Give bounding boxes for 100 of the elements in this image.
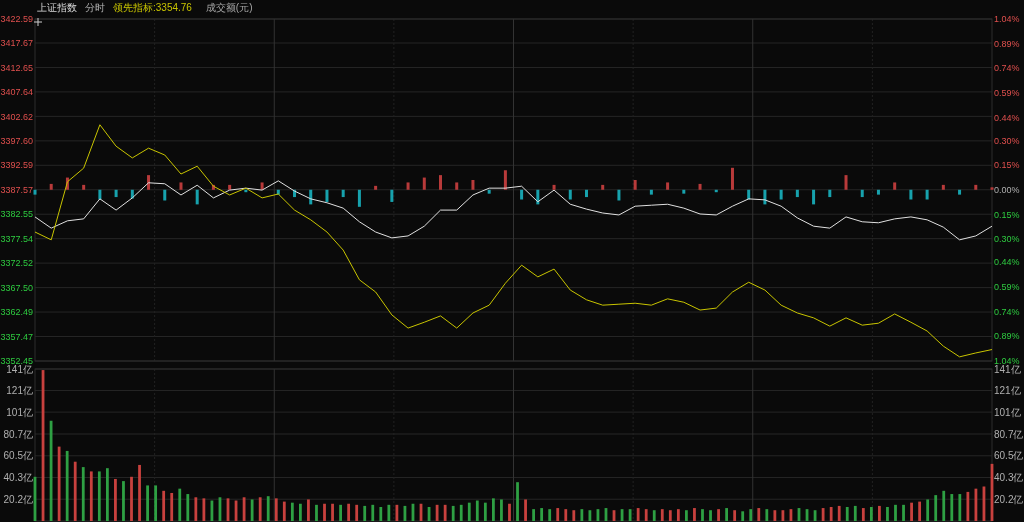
bar	[331, 503, 334, 521]
bar	[307, 499, 310, 521]
bar	[812, 189, 816, 205]
y-tick-label: 121亿	[6, 385, 33, 397]
y-tick-label: 3367.50	[0, 282, 33, 293]
bar	[845, 506, 849, 521]
bar	[130, 476, 133, 521]
bar	[146, 485, 149, 521]
bar	[467, 502, 471, 521]
line-series	[34, 180, 993, 241]
text: 成交额(元)	[205, 2, 253, 13]
bar	[717, 509, 720, 521]
bar	[652, 510, 656, 521]
bar	[564, 509, 568, 521]
bar	[290, 502, 294, 521]
bar	[649, 189, 653, 195]
bar	[730, 167, 734, 190]
bar	[556, 508, 560, 521]
bar	[886, 506, 889, 521]
bar	[475, 500, 479, 521]
bar	[584, 189, 588, 198]
bar	[698, 183, 702, 190]
bar	[363, 505, 367, 521]
y2-tick-label: 0.15%	[994, 160, 1020, 171]
y-tick-label: 3362.49	[0, 307, 33, 318]
bar	[725, 508, 729, 521]
y2-tick-label: 20.2亿	[994, 493, 1024, 505]
bar	[733, 510, 737, 521]
bar	[178, 488, 182, 521]
bar	[374, 185, 378, 190]
bar	[105, 468, 109, 521]
bar	[81, 467, 85, 521]
chart-title: 上证指数	[37, 2, 77, 13]
y2-tick-label: 60.5亿	[994, 450, 1024, 462]
y-tick-label: 3357.47	[0, 331, 33, 342]
bar	[633, 180, 637, 190]
y-tick-label: 3392.59	[0, 160, 33, 171]
bar	[925, 189, 929, 200]
bar	[395, 504, 399, 521]
bar	[508, 503, 511, 521]
y-tick-label: 3377.54	[0, 233, 33, 244]
y-tick-label: 3422.59	[0, 14, 33, 25]
bar	[57, 446, 61, 521]
y-tick-label: 40.3亿	[3, 472, 33, 484]
bar	[524, 499, 527, 521]
y-tick-label: 3387.57	[0, 184, 33, 195]
bar	[194, 497, 198, 521]
bar	[617, 189, 621, 201]
bar	[757, 508, 761, 521]
bar	[926, 499, 930, 521]
bar	[568, 189, 572, 200]
bar	[195, 189, 199, 205]
bar	[572, 510, 576, 521]
y2-tick-label: 80.7亿	[994, 428, 1024, 440]
bar	[548, 509, 552, 521]
bar	[765, 509, 769, 521]
bar	[170, 492, 174, 521]
bar	[950, 494, 954, 521]
bar	[387, 504, 391, 521]
y-tick-label: 3407.64	[0, 87, 33, 98]
bar	[250, 499, 254, 521]
bar	[894, 504, 897, 521]
y2-tick-label: 121亿	[994, 385, 1021, 397]
bar	[323, 503, 326, 521]
bar	[860, 189, 864, 198]
bar	[471, 180, 475, 190]
bar	[974, 184, 978, 190]
bar	[451, 505, 455, 521]
bar	[492, 498, 495, 521]
bar	[876, 189, 880, 195]
bar	[941, 184, 945, 190]
y2-tick-label: 0.44%	[994, 257, 1020, 268]
bar	[65, 450, 69, 521]
y2-tick-label: 40.3亿	[994, 472, 1024, 484]
bar	[186, 494, 190, 521]
y2-tick-label: 0.15%	[994, 209, 1020, 220]
bar	[693, 508, 696, 521]
bar	[98, 189, 102, 200]
y2-tick-label: 1.04%	[994, 14, 1020, 25]
bar	[503, 170, 507, 190]
bar	[861, 508, 865, 521]
y2-tick-label: 0.59%	[994, 282, 1020, 293]
bar	[741, 511, 745, 521]
bar	[114, 189, 118, 198]
bar	[601, 184, 605, 190]
bar	[274, 498, 278, 521]
text: 领先指标:3354.76	[113, 2, 193, 13]
bar	[676, 509, 680, 521]
y-tick-label: 20.2亿	[3, 493, 33, 505]
bar	[298, 503, 302, 521]
bar	[893, 182, 897, 190]
bar	[910, 502, 913, 521]
bar	[357, 189, 361, 207]
bar	[668, 510, 672, 521]
bar	[685, 510, 688, 521]
bar	[455, 182, 459, 190]
bar	[773, 510, 777, 521]
bar	[89, 471, 93, 521]
bar	[942, 490, 946, 521]
y2-tick-label: 0.59%	[994, 88, 1020, 99]
